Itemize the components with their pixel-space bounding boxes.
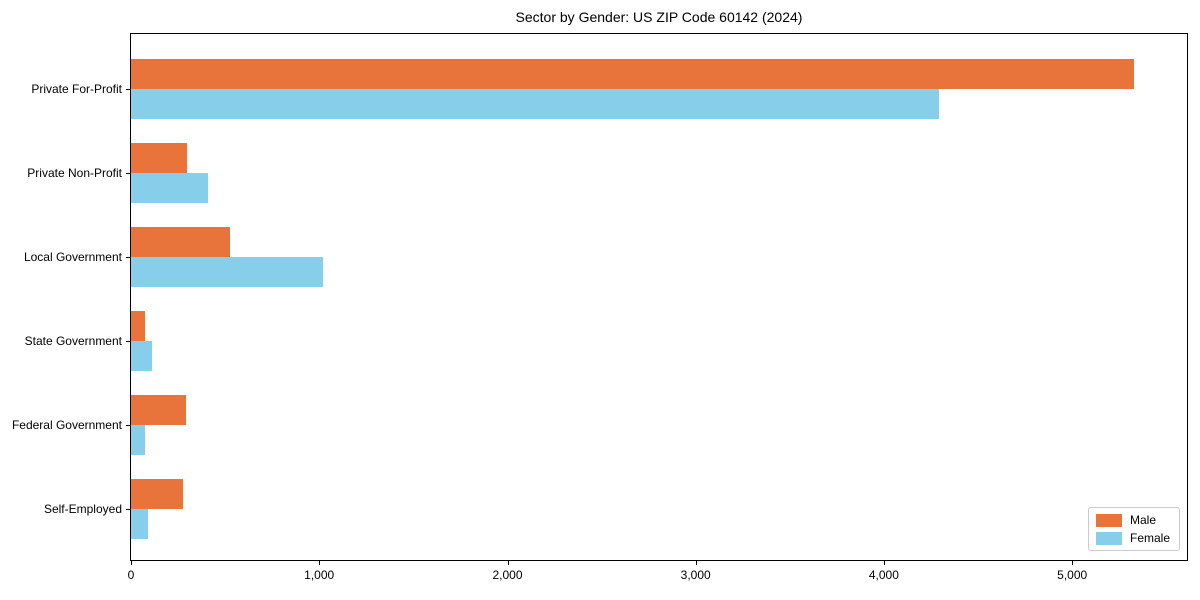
y-tick-mark: [126, 89, 130, 90]
y-tick-mark: [126, 257, 130, 258]
bar-female-federal-government: [131, 425, 146, 455]
plot-area: Male Female: [130, 33, 1188, 561]
bar-female-self-employed: [131, 509, 148, 539]
bar-male-self-employed: [131, 479, 183, 509]
x-tick-mark: [319, 561, 321, 565]
x-tick-mark: [695, 561, 697, 565]
x-tick-label: 0: [127, 568, 135, 582]
legend-item-male: Male: [1095, 513, 1170, 527]
y-tick-label: State Government: [24, 334, 122, 348]
x-tick-mark: [1072, 561, 1074, 565]
bar-male-state-government: [131, 311, 146, 341]
bar-male-private-for-profit: [131, 59, 1135, 89]
x-tick-label: 2,000: [492, 568, 523, 582]
legend-label-male: Male: [1129, 513, 1156, 527]
legend-swatch-female: [1095, 531, 1122, 545]
bar-female-state-government: [131, 341, 152, 371]
legend-item-female: Female: [1095, 531, 1170, 545]
y-tick-label: Private Non-Profit: [27, 166, 122, 180]
legend-label-female: Female: [1129, 531, 1170, 545]
legend-swatch-male: [1095, 513, 1122, 527]
y-tick-mark: [126, 425, 130, 426]
bar-female-private-for-profit: [131, 89, 939, 119]
bar-male-private-non-profit: [131, 143, 187, 173]
x-tick-label: 5,000: [1057, 568, 1088, 582]
legend: Male Female: [1087, 507, 1180, 551]
y-tick-label: Federal Government: [11, 418, 122, 432]
x-tick-mark: [131, 561, 132, 565]
bar-female-local-government: [131, 257, 323, 287]
y-tick-label: Local Government: [23, 250, 122, 264]
x-tick-mark: [883, 561, 885, 565]
chart-title: Sector by Gender: US ZIP Code 60142 (202…: [515, 9, 803, 25]
x-tick-label: 3,000: [680, 568, 711, 582]
bar-female-private-non-profit: [131, 173, 209, 203]
x-tick-mark: [507, 561, 509, 565]
x-tick-label: 4,000: [868, 568, 899, 582]
bar-male-federal-government: [131, 395, 186, 425]
y-tick-label: Self-Employed: [43, 502, 122, 516]
y-tick-mark: [126, 509, 130, 510]
x-tick-label: 1,000: [304, 568, 335, 582]
bar-male-local-government: [131, 227, 230, 257]
y-tick-mark: [126, 341, 130, 342]
y-tick-mark: [126, 173, 130, 174]
y-tick-label: Private For-Profit: [31, 82, 122, 96]
